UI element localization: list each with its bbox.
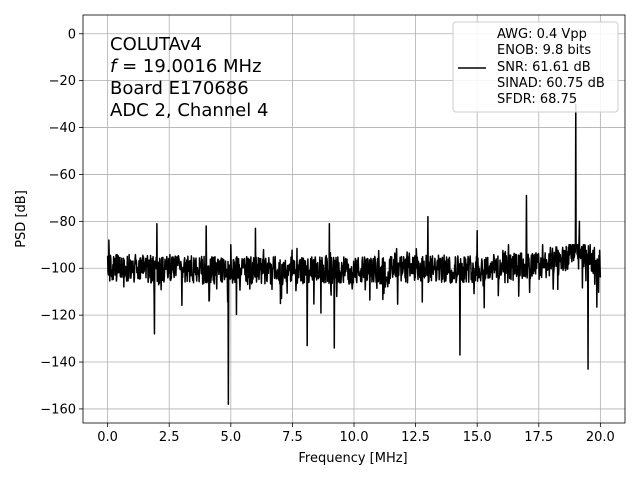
x-tick-label: 15.0 (463, 430, 492, 445)
x-tick-label: 12.5 (401, 430, 430, 445)
annotation-device: COLUTAv4 (110, 34, 202, 55)
legend: AWG: 0.4 Vpp ENOB: 9.8 bits SNR: 61.61 d… (452, 21, 619, 113)
annotation-frequency-symbol: f (110, 56, 119, 77)
grid (83, 15, 625, 423)
annotation-board: Board E170686 (110, 78, 249, 99)
x-tick-label: 5.0 (220, 430, 241, 445)
legend-line-enob: ENOB: 9.8 bits (497, 43, 591, 58)
annotation-frequency: f = 19.0016 MHz (110, 56, 262, 77)
annotation-frequency-value: = 19.0016 MHz (116, 56, 261, 77)
y-tick-label: 0 (68, 27, 76, 42)
x-tick-label: 2.5 (159, 430, 180, 445)
y-tick-label: −100 (40, 262, 76, 277)
legend-line-snr: SNR: 61.61 dB (497, 60, 591, 75)
x-axis-label: Frequency [MHz] (298, 451, 407, 466)
y-tick-label: −40 (49, 121, 76, 136)
y-tick-label: −80 (49, 215, 76, 230)
x-tick-label: 10.0 (340, 430, 369, 445)
y-tick-label: −20 (49, 74, 76, 89)
x-tick-label: 17.5 (524, 430, 553, 445)
x-tick-label: 0.0 (97, 430, 118, 445)
y-tick-label: −120 (40, 309, 76, 324)
tick-layer: 0.0 2.5 5.0 7.5 10.0 12.5 15.0 17.5 20.0 0 −20 −40 −… (40, 27, 615, 445)
annotation-block: COLUTAv4 f = 19.0016 MHz Board E170686 A… (110, 34, 268, 121)
legend-line-sfdr: SFDR: 68.75 (497, 92, 577, 107)
x-tick-label: 20.0 (586, 430, 615, 445)
legend-line-awg: AWG: 0.4 Vpp (497, 27, 587, 42)
x-tick-label: 7.5 (282, 430, 303, 445)
legend-box (452, 21, 619, 113)
y-axis-label: PSD [dB] (14, 190, 29, 248)
annotation-channel: ADC 2, Channel 4 (110, 100, 268, 121)
legend-line-sinad: SINAD: 60.75 dB (497, 76, 605, 91)
psd-series-line (106, 103, 602, 405)
y-tick-label: −140 (40, 356, 76, 371)
y-tick-label: −60 (49, 168, 76, 183)
y-tick-label: −160 (40, 402, 76, 417)
series-layer (106, 103, 602, 405)
